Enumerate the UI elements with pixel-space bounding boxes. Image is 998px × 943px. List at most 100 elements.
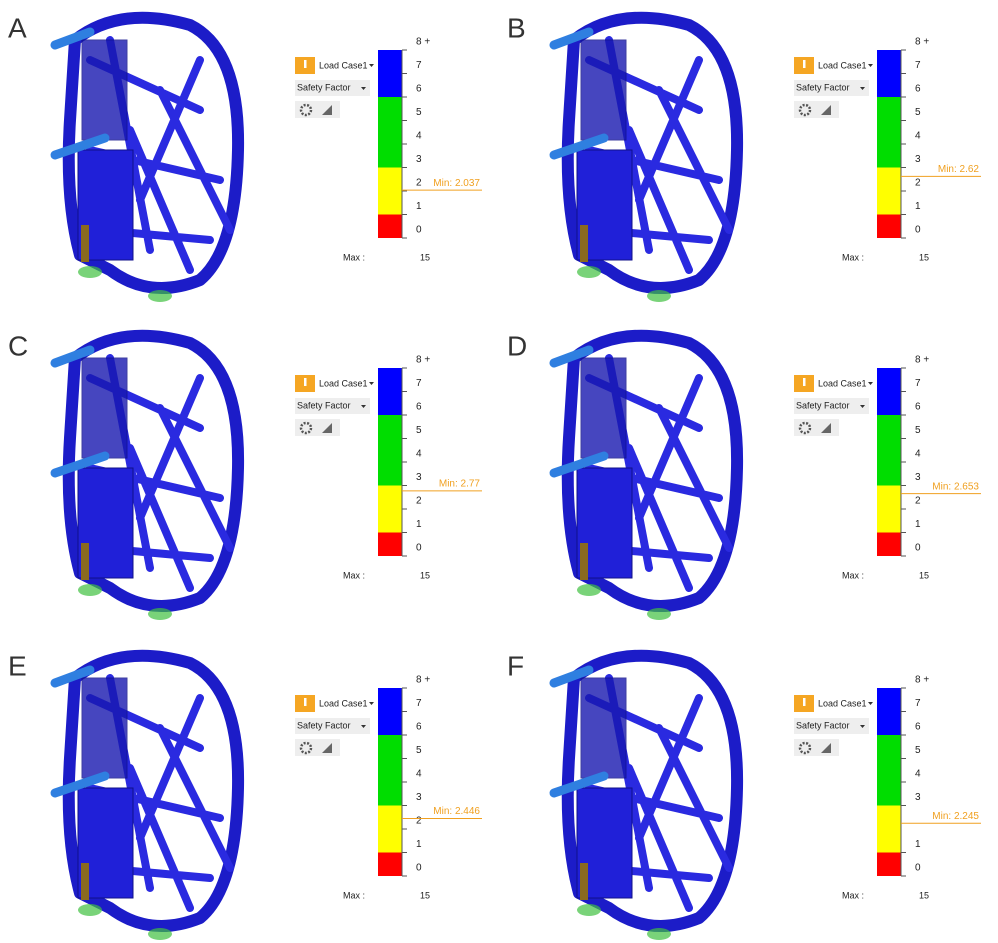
max-value: 15 [420, 890, 430, 900]
scale-tick-label: 6 [915, 84, 921, 95]
result-type[interactable]: Safety Factor [796, 400, 850, 410]
result-box [295, 80, 370, 96]
scale-tick-label: 1 [416, 839, 422, 850]
min-label: Min: 2.653 [932, 481, 979, 492]
scale-tick-label: 0 [416, 543, 422, 554]
scale-tick-label: 7 [915, 60, 921, 71]
scale-band [378, 97, 402, 168]
scale-band [877, 735, 901, 806]
scale-tick-label: 2 [915, 178, 921, 189]
load-case[interactable]: Load Case1 [319, 698, 368, 708]
model-struts [585, 354, 733, 592]
max-label: Max : [343, 890, 365, 900]
scale-tick-label: 5 [915, 745, 921, 756]
min-label: Min: 2.037 [433, 178, 480, 189]
panel: D Load Case1 Safety Factor 8 + 7 6 5 4 3 2 1 0 Min: … [507, 329, 981, 620]
model-plate [580, 39, 627, 141]
scale-band [378, 485, 402, 533]
load-case[interactable]: Load Case1 [319, 60, 368, 70]
load-case[interactable]: Load Case1 [319, 378, 368, 388]
scale-tick-label: 2 [416, 496, 422, 507]
min-label: Min: 2.446 [433, 806, 480, 817]
result-box [295, 718, 370, 734]
probe-icon [322, 105, 332, 115]
result-type[interactable]: Safety Factor [796, 720, 850, 730]
scale-band [877, 167, 901, 215]
scale-tick-label: 5 [915, 107, 921, 118]
panel: A Load Case1 Safety Factor 8 + 7 6 5 4 3 2 1 0 Min: … [8, 11, 482, 302]
constraint [148, 608, 172, 620]
probe-icon [322, 743, 332, 753]
model-struts [86, 36, 234, 274]
load-arrow [50, 665, 95, 688]
scale-band [877, 97, 901, 168]
load-arrow [549, 345, 594, 368]
load-case[interactable]: Load Case1 [818, 698, 867, 708]
load-arrow [549, 133, 609, 160]
result-box [794, 718, 869, 734]
result-type[interactable]: Safety Factor [297, 400, 351, 410]
dropdown-arrow [860, 405, 865, 408]
scale-tick-label: 0 [416, 225, 422, 236]
scale-tick-label: 0 [416, 863, 422, 874]
max-value: 15 [420, 570, 430, 580]
scale-band [877, 50, 901, 97]
panel: C Load Case1 Safety Factor 8 + 7 6 5 4 3 2 1 0 Min: … [8, 329, 482, 620]
scale-tick-label: 0 [915, 543, 921, 554]
model-struts [86, 674, 234, 912]
scale-tick-label: 7 [915, 378, 921, 389]
scale-band [877, 368, 901, 415]
scale-tick-label: 8 + [416, 37, 430, 48]
scale-tick-label: 1 [915, 839, 921, 850]
load-arrow [50, 451, 110, 478]
constraint [148, 290, 172, 302]
scale-tick-label: 8 + [915, 355, 929, 366]
load-case[interactable]: Load Case1 [818, 60, 867, 70]
result-type[interactable]: Safety Factor [796, 82, 850, 92]
scale-band [378, 688, 402, 735]
max-label: Max : [842, 890, 864, 900]
max-value: 15 [919, 890, 929, 900]
result-type[interactable]: Safety Factor [297, 82, 351, 92]
scale-band [378, 214, 402, 238]
max-value: 15 [919, 252, 929, 262]
probe-icon [322, 423, 332, 433]
dropdown-arrow [868, 64, 873, 67]
model-plate [81, 39, 128, 141]
scale-tick-label: 0 [915, 863, 921, 874]
result-type[interactable]: Safety Factor [297, 720, 351, 730]
result-box [295, 398, 370, 414]
scale-tick-label: 2 [416, 178, 422, 189]
scale-tick-label: 6 [915, 722, 921, 733]
scale-tick-label: 7 [915, 698, 921, 709]
panel-letter: D [507, 330, 527, 361]
model-plate [81, 677, 128, 779]
min-label: Min: 2.77 [439, 479, 481, 490]
dropdown-arrow [860, 725, 865, 728]
scale-tick-label: 4 [915, 449, 921, 460]
scale-band [378, 167, 402, 215]
max-label: Max : [343, 570, 365, 580]
dropdown-arrow [361, 87, 366, 90]
scale-band [877, 805, 901, 853]
scale-tick-label: 1 [915, 519, 921, 530]
warning-mark [803, 378, 806, 386]
load-arrow [549, 451, 609, 478]
model-struts [585, 674, 733, 912]
scale-tick-label: 8 + [915, 675, 929, 686]
scale-tick-label: 3 [915, 154, 921, 165]
model-plate [81, 357, 128, 459]
constraint [78, 266, 102, 278]
scale-tick-label: 1 [915, 201, 921, 212]
settings-icon [798, 741, 812, 755]
settings-icon [299, 741, 313, 755]
scale-band [877, 852, 901, 876]
model-struts [86, 354, 234, 592]
scale-band [877, 485, 901, 533]
load-case[interactable]: Load Case1 [818, 378, 867, 388]
scale-tick-label: 6 [416, 402, 422, 413]
scale-tick-label: 5 [416, 425, 422, 436]
scale-tick-label: 2 [416, 816, 422, 827]
dropdown-arrow [361, 725, 366, 728]
